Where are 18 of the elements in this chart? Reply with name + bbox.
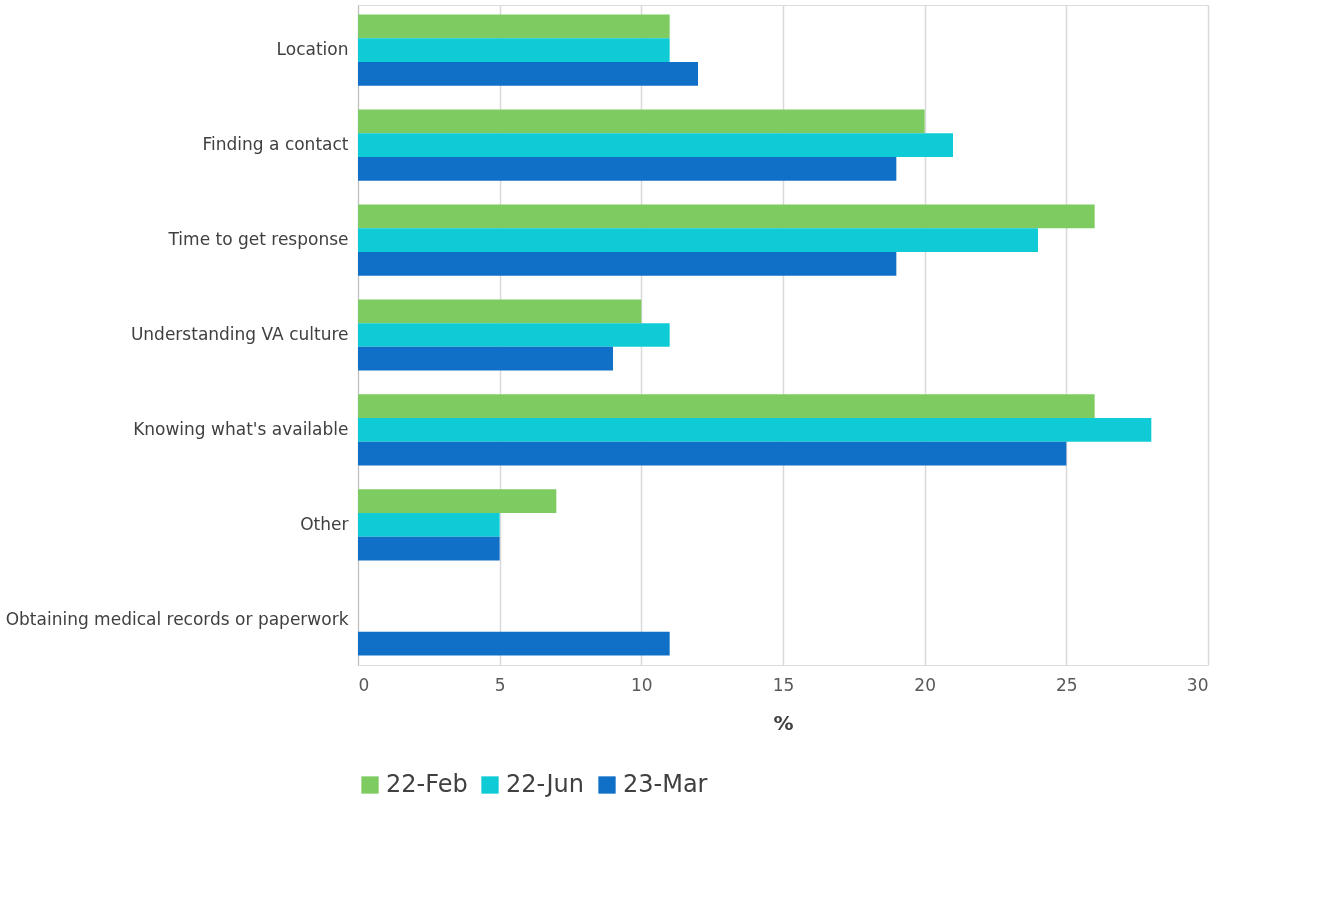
y-tick-label: Understanding VA culture — [130, 324, 349, 344]
x-tick-label: 0 — [358, 674, 370, 695]
legend-label: 22-Feb — [386, 770, 468, 798]
y-tick-label: Knowing what's available — [133, 418, 349, 439]
x-tick-label: 25 — [1056, 674, 1078, 695]
y-tick-label: Other — [300, 513, 349, 534]
legend-label: 22-Jun — [506, 770, 585, 798]
y-tick-label: Obtaining medical records or paperwork — [5, 608, 349, 629]
x-axis-title: % — [773, 710, 794, 735]
y-tick-label: Finding a contact — [202, 134, 349, 155]
y-tick-label: Time to get response — [167, 229, 349, 250]
x-tick-label: 20 — [914, 674, 936, 695]
x-tick-label: 30 — [1186, 674, 1209, 695]
legend-label: 23-Mar — [623, 770, 708, 798]
x-tick-label: 5 — [494, 674, 506, 695]
x-tick-label: 15 — [772, 674, 795, 695]
y-tick-label: Location — [276, 39, 349, 60]
x-tick-label: 10 — [631, 674, 653, 695]
